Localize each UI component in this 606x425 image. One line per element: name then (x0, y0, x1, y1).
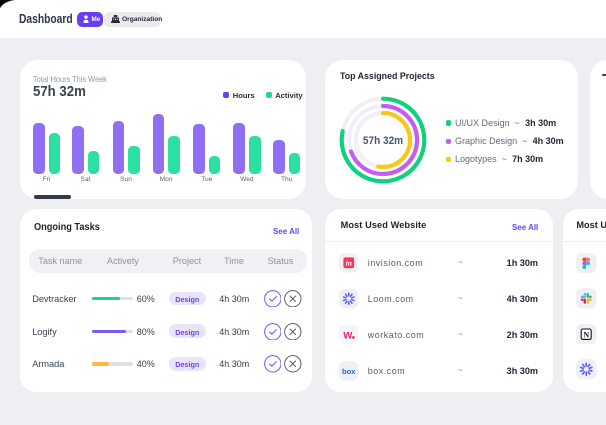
svg-text:N: N (584, 330, 590, 339)
svg-text:box: box (342, 367, 356, 376)
svg-text:in: in (345, 259, 351, 268)
svg-text:w: w (342, 330, 352, 342)
